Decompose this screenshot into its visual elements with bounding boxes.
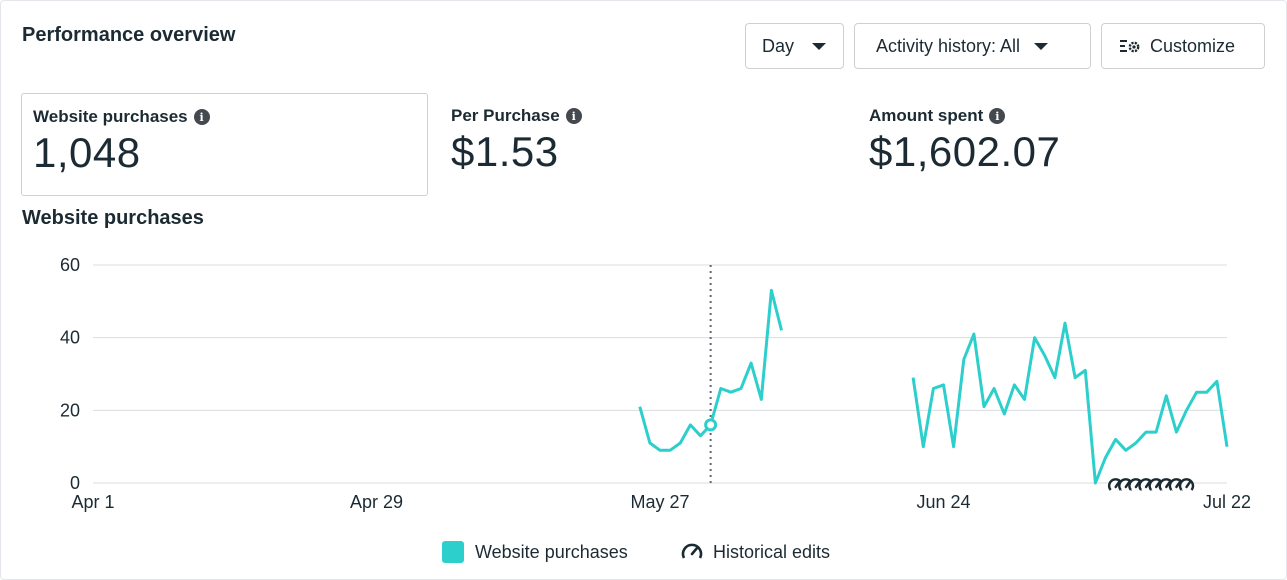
customize-settings-icon — [1120, 40, 1140, 53]
day-dropdown-label: Day — [762, 35, 795, 56]
metric-value: $1.53 — [451, 128, 559, 175]
info-icon[interactable]: i — [565, 108, 582, 124]
activity-history-dropdown[interactable]: Activity history: All — [854, 23, 1091, 69]
metric-label-row: Website purchases i — [33, 107, 427, 127]
legend-label: Historical edits — [713, 541, 831, 562]
legend-label: Website purchases — [475, 541, 628, 562]
page-title: Performance overview — [22, 24, 236, 46]
metric-label: Per Purchase — [451, 106, 560, 125]
x-tick-label: May 27 — [630, 492, 689, 512]
legend-item-website-purchases[interactable]: Website purchases — [442, 540, 628, 564]
x-tick-label: Apr 1 — [71, 492, 114, 512]
chart-title: Website purchases — [22, 207, 204, 229]
customize-button[interactable]: Customize — [1101, 23, 1265, 69]
series-line-website-purchases — [911, 321, 1229, 485]
day-dropdown[interactable]: Day — [745, 23, 844, 69]
activity-history-label: Activity history: All — [876, 35, 1021, 56]
legend-item-historical-edits[interactable]: Historical edits — [680, 540, 830, 564]
x-tick-label: Jul 22 — [1203, 492, 1251, 512]
info-icon[interactable]: i — [989, 108, 1006, 124]
y-tick-label: 0 — [70, 473, 80, 493]
metric-amount-spent[interactable]: Amount spent i $1,602.07 — [858, 93, 1258, 196]
y-tick-label: 40 — [60, 328, 80, 348]
metric-value: 1,048 — [33, 129, 141, 176]
legend-swatch — [442, 541, 464, 563]
y-tick-label: 20 — [60, 400, 80, 420]
x-tick-label: Apr 29 — [350, 492, 403, 512]
historical-edits-icon — [681, 543, 703, 559]
x-tick-label: Jun 24 — [916, 492, 970, 512]
event-marker-point — [704, 418, 718, 432]
info-icon[interactable]: i — [193, 109, 210, 125]
y-tick-label: 60 — [60, 255, 80, 275]
historical-edit-icon[interactable] — [1148, 478, 1164, 491]
caret-down-icon — [1034, 42, 1049, 50]
metric-label-row: Amount spent i — [869, 106, 1258, 126]
historical-edit-icon[interactable] — [1178, 478, 1195, 491]
metric-label: Website purchases — [33, 107, 188, 126]
metric-website-purchases[interactable]: Website purchases i 1,048 — [21, 93, 428, 196]
metric-value: $1,602.07 — [869, 128, 1061, 175]
customize-label: Customize — [1150, 35, 1236, 56]
metric-per-purchase[interactable]: Per Purchase i $1.53 — [440, 93, 840, 196]
metric-label: Amount spent — [869, 106, 984, 125]
metric-label-row: Per Purchase i — [451, 106, 840, 126]
caret-down-icon — [812, 42, 827, 50]
